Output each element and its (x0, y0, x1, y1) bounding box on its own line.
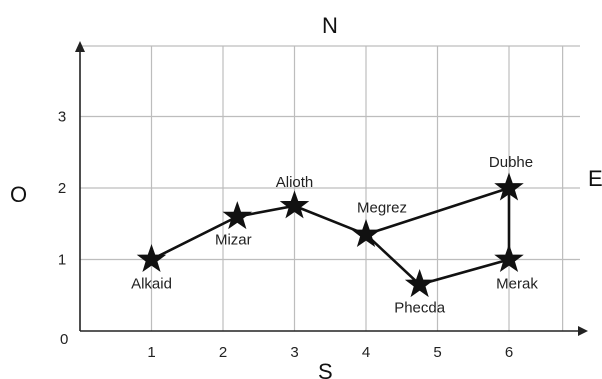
star-icon (404, 268, 435, 298)
tick-labels: 0 1 2 3 4 5 6 1 2 3 (58, 109, 513, 362)
y-tick-label: 2 (58, 180, 66, 197)
x-axis-arrow-icon (578, 326, 588, 336)
y-tick-label: 1 (58, 252, 66, 269)
axes (75, 41, 588, 336)
compass-east-label: E (588, 166, 602, 191)
star-name-label: Merak (496, 276, 538, 293)
star-icon (494, 243, 524, 273)
star-name-label: Megrez (357, 199, 407, 216)
x-tick-label: 1 (147, 344, 155, 361)
origin-label: 0 (60, 331, 68, 348)
star-name-label: Alkaid (131, 276, 172, 293)
x-tick-label: 5 (433, 344, 441, 361)
star-icon (222, 201, 253, 230)
x-tick-label: 4 (362, 344, 370, 361)
stars: Alkaid Mizar Alioth Megrez Phecda Merak Dubhe (131, 154, 538, 317)
constellation-lines (150, 186, 511, 286)
y-tick-label: 3 (58, 109, 66, 126)
constellation-path (150, 186, 511, 286)
x-tick-label: 2 (219, 344, 227, 361)
compass-north-label: N (322, 13, 338, 38)
compass-west-label: O (10, 182, 27, 207)
star-name-label: Dubhe (489, 154, 533, 171)
x-tick-label: 3 (290, 344, 298, 361)
x-tick-label: 6 (505, 344, 513, 361)
star-icon (279, 190, 310, 219)
star-icon (351, 218, 381, 248)
star-icon (136, 243, 167, 273)
compass-south-label: S (318, 359, 333, 379)
y-axis-arrow-icon (75, 41, 85, 52)
compass-labels: N O E S (10, 13, 602, 379)
star-icon (494, 172, 524, 201)
star-name-label: Phecda (394, 300, 446, 317)
star-name-label: Alioth (276, 174, 314, 191)
star-name-label: Mizar (215, 232, 252, 249)
